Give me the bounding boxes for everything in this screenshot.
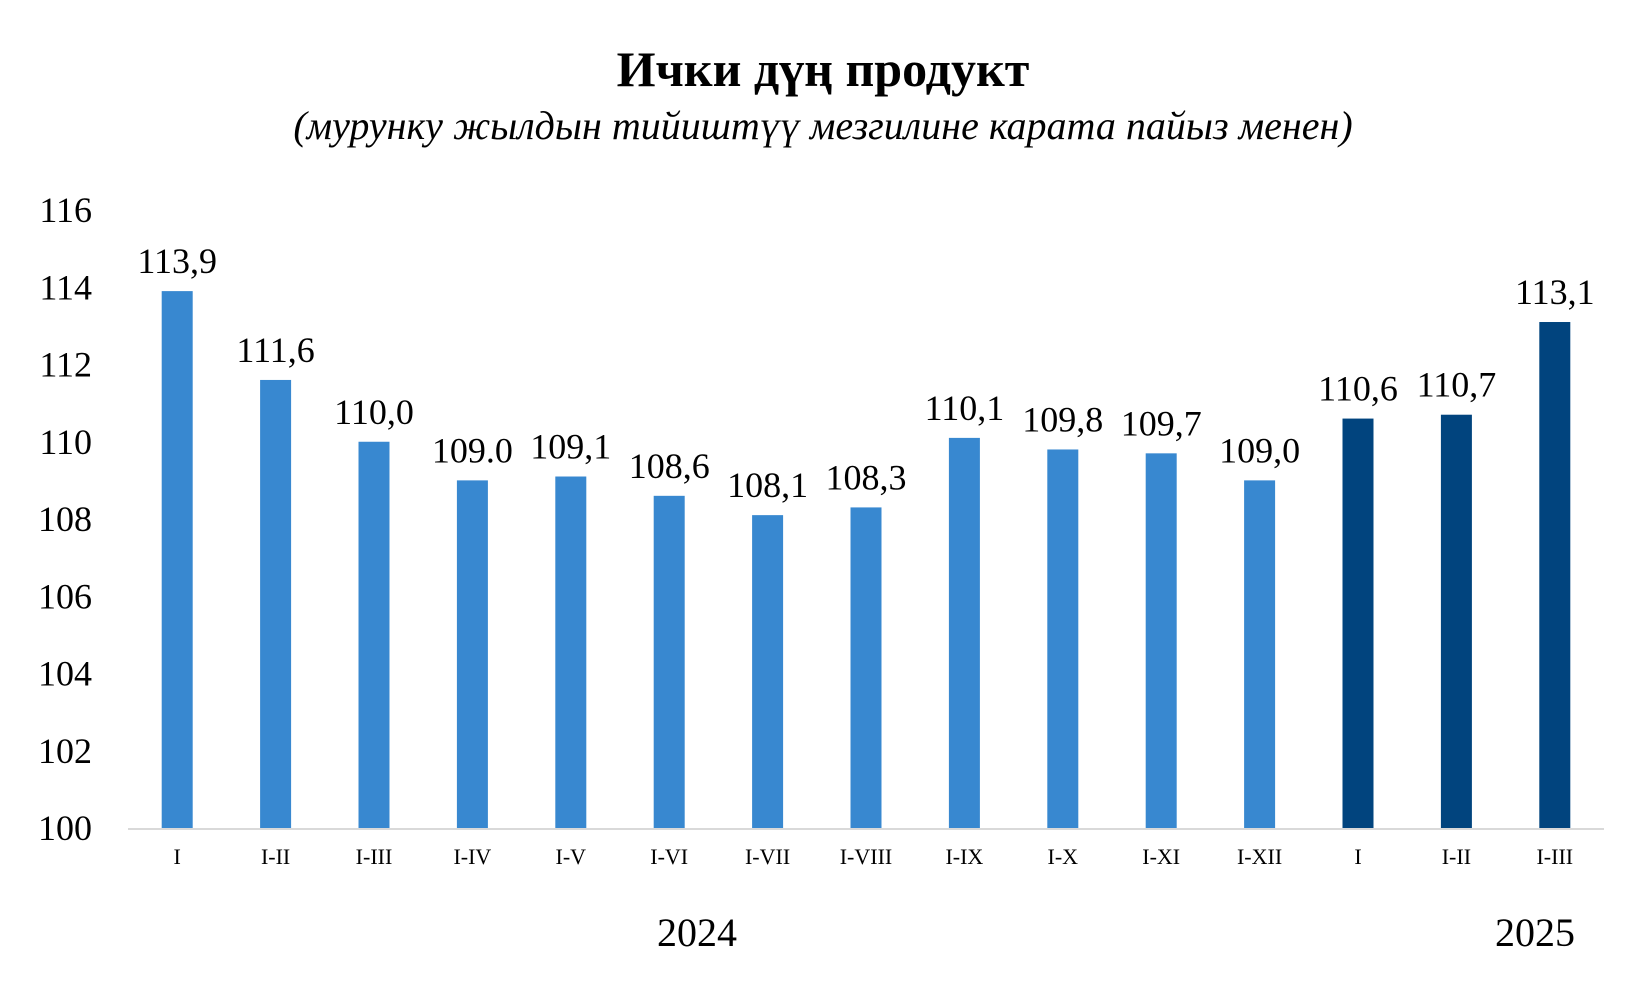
x-axis-ticks: I I-II I-III I-IV I-V I-VI I-VII I-VIII I-IX I-X I… xyxy=(174,844,1574,869)
bar xyxy=(456,480,488,828)
x-tick-label: I-XII xyxy=(1237,844,1282,869)
data-label: 111,6 xyxy=(236,330,314,370)
x-tick-label: I xyxy=(174,844,181,869)
x-tick-label: I-VIII xyxy=(840,844,893,869)
y-tick-label: 106 xyxy=(38,576,92,616)
y-tick-label: 112 xyxy=(39,345,92,385)
bar xyxy=(260,379,292,828)
x-tick-label: I-III xyxy=(1536,844,1573,869)
bar xyxy=(948,437,980,828)
bar xyxy=(653,495,685,828)
bar xyxy=(1342,418,1374,828)
bar xyxy=(752,515,784,828)
data-label: 109.0 xyxy=(432,430,513,470)
bar xyxy=(1047,449,1079,828)
x-tick-label: I-II xyxy=(1442,844,1471,869)
y-tick-label: 114 xyxy=(39,267,92,307)
bar xyxy=(1244,480,1276,828)
data-label: 109,0 xyxy=(1219,430,1300,470)
data-label: 113,9 xyxy=(137,241,217,281)
data-label: 110,1 xyxy=(925,388,1005,428)
bar xyxy=(358,441,390,828)
y-tick-label: 110 xyxy=(39,422,92,462)
bar xyxy=(1539,322,1571,828)
x-tick-label: I-VI xyxy=(650,844,688,869)
y-axis-ticks: 100 102 104 106 108 110 112 114 116 xyxy=(38,190,92,848)
data-label: 110,6 xyxy=(1318,369,1398,409)
y-tick-label: 104 xyxy=(38,654,92,694)
bar xyxy=(850,507,882,828)
x-tick-label: I-XI xyxy=(1142,844,1180,869)
data-label: 108,6 xyxy=(629,446,710,486)
x-tick-label: I-II xyxy=(261,844,290,869)
bar xyxy=(1145,453,1177,828)
chart-subtitle: (мурунку жылдын тийиштүү мезгилине карат… xyxy=(293,103,1353,148)
x-tick-label: I-III xyxy=(356,844,393,869)
x-tick-label: I-IV xyxy=(453,844,491,869)
data-label: 110,7 xyxy=(1417,365,1497,405)
data-label: 108,1 xyxy=(727,465,808,505)
year-label: 2025 xyxy=(1495,910,1575,955)
x-tick-label: I-VII xyxy=(745,844,790,869)
y-tick-label: 116 xyxy=(39,190,92,230)
chart-title: Ички дүң продукт xyxy=(616,41,1030,97)
y-tick-label: 108 xyxy=(38,499,92,539)
y-tick-label: 100 xyxy=(38,808,92,848)
data-label: 109,7 xyxy=(1121,403,1202,443)
year-labels: 2024 2025 xyxy=(657,910,1575,955)
x-tick-label: I-IX xyxy=(945,844,983,869)
bar xyxy=(161,291,193,828)
y-tick-label: 102 xyxy=(38,731,92,771)
data-labels: 113,9 111,6 110,0 109.0 109,1 108,6 108,1 108,3… xyxy=(137,241,1594,505)
x-tick-label: I-X xyxy=(1048,844,1079,869)
data-label: 113,1 xyxy=(1515,272,1595,312)
bar-series xyxy=(161,291,1571,828)
data-label: 109,1 xyxy=(530,427,611,467)
bar xyxy=(1440,414,1472,828)
data-label: 109,8 xyxy=(1022,399,1103,439)
data-label: 108,3 xyxy=(826,457,907,497)
bar xyxy=(555,476,587,828)
x-tick-label: I-V xyxy=(556,844,587,869)
data-label: 110,0 xyxy=(334,392,414,432)
x-tick-label: I xyxy=(1354,844,1361,869)
year-label: 2024 xyxy=(657,910,737,955)
